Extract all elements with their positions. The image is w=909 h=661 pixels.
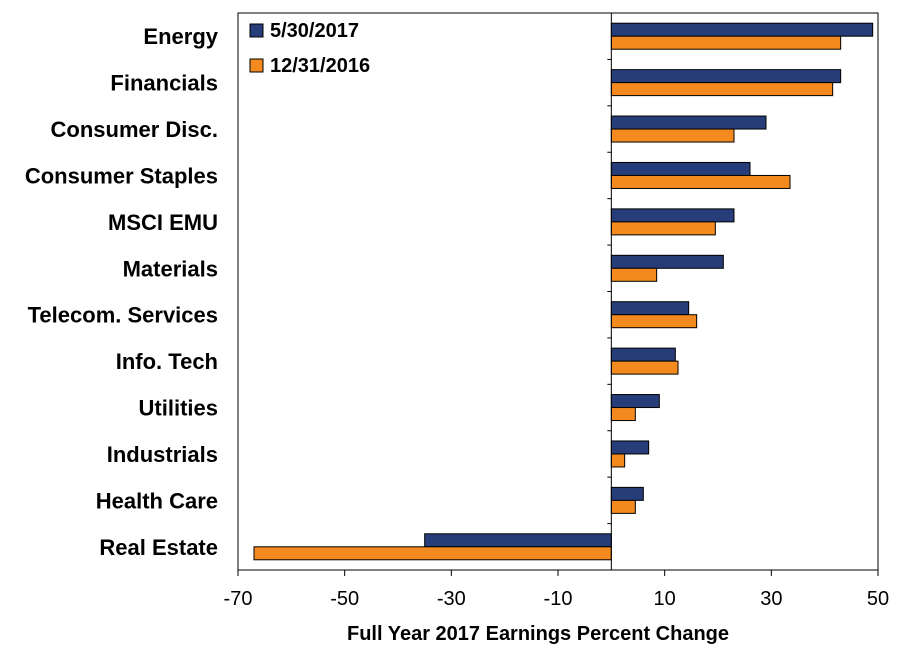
x-tick-label: -10 xyxy=(544,588,573,610)
bar-energy-series-1 xyxy=(610,22,874,37)
bar-msci-emu-series-2 xyxy=(610,221,716,236)
x-tick-label: 50 xyxy=(867,588,889,610)
x-tick-label: 30 xyxy=(760,588,782,610)
bar-consumer-disc-series-1 xyxy=(610,115,767,130)
legend-swatch-series-1 xyxy=(249,23,264,38)
bar-health-care-series-2 xyxy=(610,499,636,514)
bar-health-care-series-1 xyxy=(610,486,644,501)
bar-materials-series-2 xyxy=(610,267,658,282)
bar-telecom-services-series-1 xyxy=(610,301,690,316)
category-label: Energy xyxy=(143,24,218,49)
category-label: Health Care xyxy=(96,488,218,513)
category-label: MSCI EMU xyxy=(108,210,218,235)
bar-real-estate-series-2 xyxy=(253,546,612,561)
bar-info-tech-series-2 xyxy=(610,360,679,375)
category-label: Info. Tech xyxy=(116,349,218,374)
bar-consumer-disc-series-2 xyxy=(610,128,735,143)
x-axis-ticks: -70 -50 -30 -10 10 30 50 xyxy=(224,570,889,610)
bar-financials-series-1 xyxy=(610,69,842,84)
x-tick-label: 10 xyxy=(654,588,676,610)
bar-info-tech-series-1 xyxy=(610,347,676,362)
bar-msci-emu-series-1 xyxy=(610,208,735,223)
bar-utilities-series-1 xyxy=(610,394,660,409)
bar-consumer-staples-series-1 xyxy=(610,161,751,176)
x-tick-label: -50 xyxy=(330,588,359,610)
category-label: Materials xyxy=(123,256,218,281)
bar-industrials-series-2 xyxy=(610,453,626,468)
category-label: Financials xyxy=(110,71,218,96)
category-label: Telecom. Services xyxy=(28,303,218,328)
category-label: Consumer Staples xyxy=(25,163,218,188)
y-axis-ticks xyxy=(607,12,612,571)
bar-consumer-staples-series-2 xyxy=(610,174,791,189)
legend: 5/30/2017 12/31/2016 xyxy=(249,20,370,77)
bar-industrials-series-1 xyxy=(610,440,650,455)
bar-utilities-series-2 xyxy=(610,407,636,422)
x-tick-label: -70 xyxy=(224,588,253,610)
category-label: Consumer Disc. xyxy=(51,117,219,142)
x-tick-label: -30 xyxy=(437,588,466,610)
bar-materials-series-1 xyxy=(610,254,724,269)
category-labels: Energy Financials Consumer Disc. Consumer S… xyxy=(25,24,219,560)
category-label: Utilities xyxy=(139,396,218,421)
legend-label-series-1: 5/30/2017 xyxy=(270,20,359,42)
category-label: Real Estate xyxy=(99,535,218,560)
x-axis-title: Full Year 2017 Earnings Percent Change xyxy=(347,623,729,645)
bar-real-estate-series-1 xyxy=(424,533,612,548)
legend-swatch-series-2 xyxy=(249,58,264,73)
bars-group xyxy=(253,22,874,561)
bar-financials-series-2 xyxy=(610,82,834,97)
plot-area-frame xyxy=(237,12,879,571)
bar-energy-series-2 xyxy=(610,35,842,50)
category-label: Industrials xyxy=(107,442,218,467)
legend-label-series-2: 12/31/2016 xyxy=(270,55,370,77)
bar-telecom-services-series-2 xyxy=(610,314,698,329)
